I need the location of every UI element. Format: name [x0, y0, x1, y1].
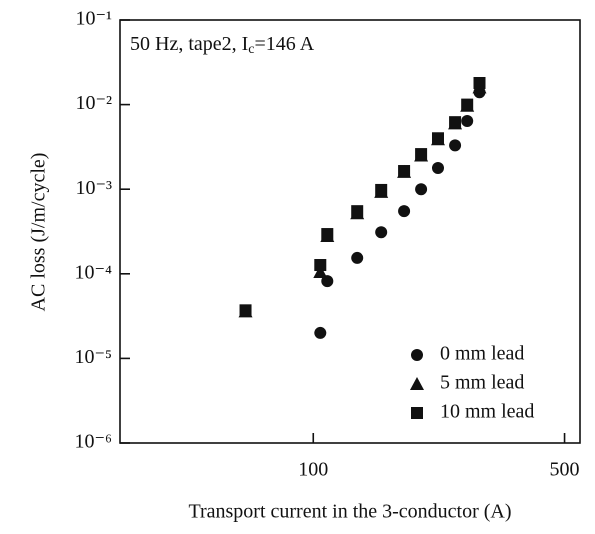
point [321, 228, 334, 241]
point [375, 226, 388, 239]
point [449, 116, 462, 129]
x-tick-label: 500 [550, 459, 580, 481]
annotation: 50 Hz, tape2, Ic=146 A [130, 33, 315, 58]
point [314, 326, 327, 339]
y-tick-label: 10⁻¹ [75, 8, 112, 30]
point [321, 275, 334, 288]
legend-marker [411, 349, 423, 361]
legend-marker [410, 377, 424, 390]
legend-label: 0 mm lead [440, 343, 524, 365]
y-tick-label: 10⁻² [75, 92, 112, 114]
point [461, 98, 474, 111]
x-tick-label: 100 [298, 459, 328, 481]
point [473, 77, 486, 90]
point [351, 251, 364, 264]
point [461, 114, 474, 127]
point [431, 132, 444, 145]
y-tick-label: 10⁻³ [75, 177, 112, 199]
point [398, 205, 411, 218]
point [415, 183, 428, 196]
legend-marker [411, 407, 423, 419]
annotation-text: 50 Hz, tape2, I [130, 33, 248, 55]
y-axis-label: AC loss (J/m/cycle) [28, 153, 50, 312]
point [351, 205, 364, 218]
point [431, 162, 444, 175]
legend-label: 5 mm lead [440, 372, 524, 394]
y-tick-label: 10⁻⁵ [74, 346, 112, 368]
point [314, 259, 327, 272]
point [375, 183, 388, 196]
point [449, 139, 462, 152]
annotation-text: =146 A [255, 33, 315, 55]
x-axis-label: Transport current in the 3-conductor (A) [188, 501, 511, 523]
y-tick-label: 10⁻⁶ [74, 431, 112, 453]
legend-label: 10 mm lead [440, 401, 534, 423]
point [415, 148, 428, 161]
point [398, 165, 411, 178]
annotation-subscript: c [248, 42, 254, 57]
point [239, 304, 252, 317]
plot-frame [119, 19, 581, 444]
y-tick-label: 10⁻⁴ [74, 261, 112, 283]
point [313, 265, 328, 279]
